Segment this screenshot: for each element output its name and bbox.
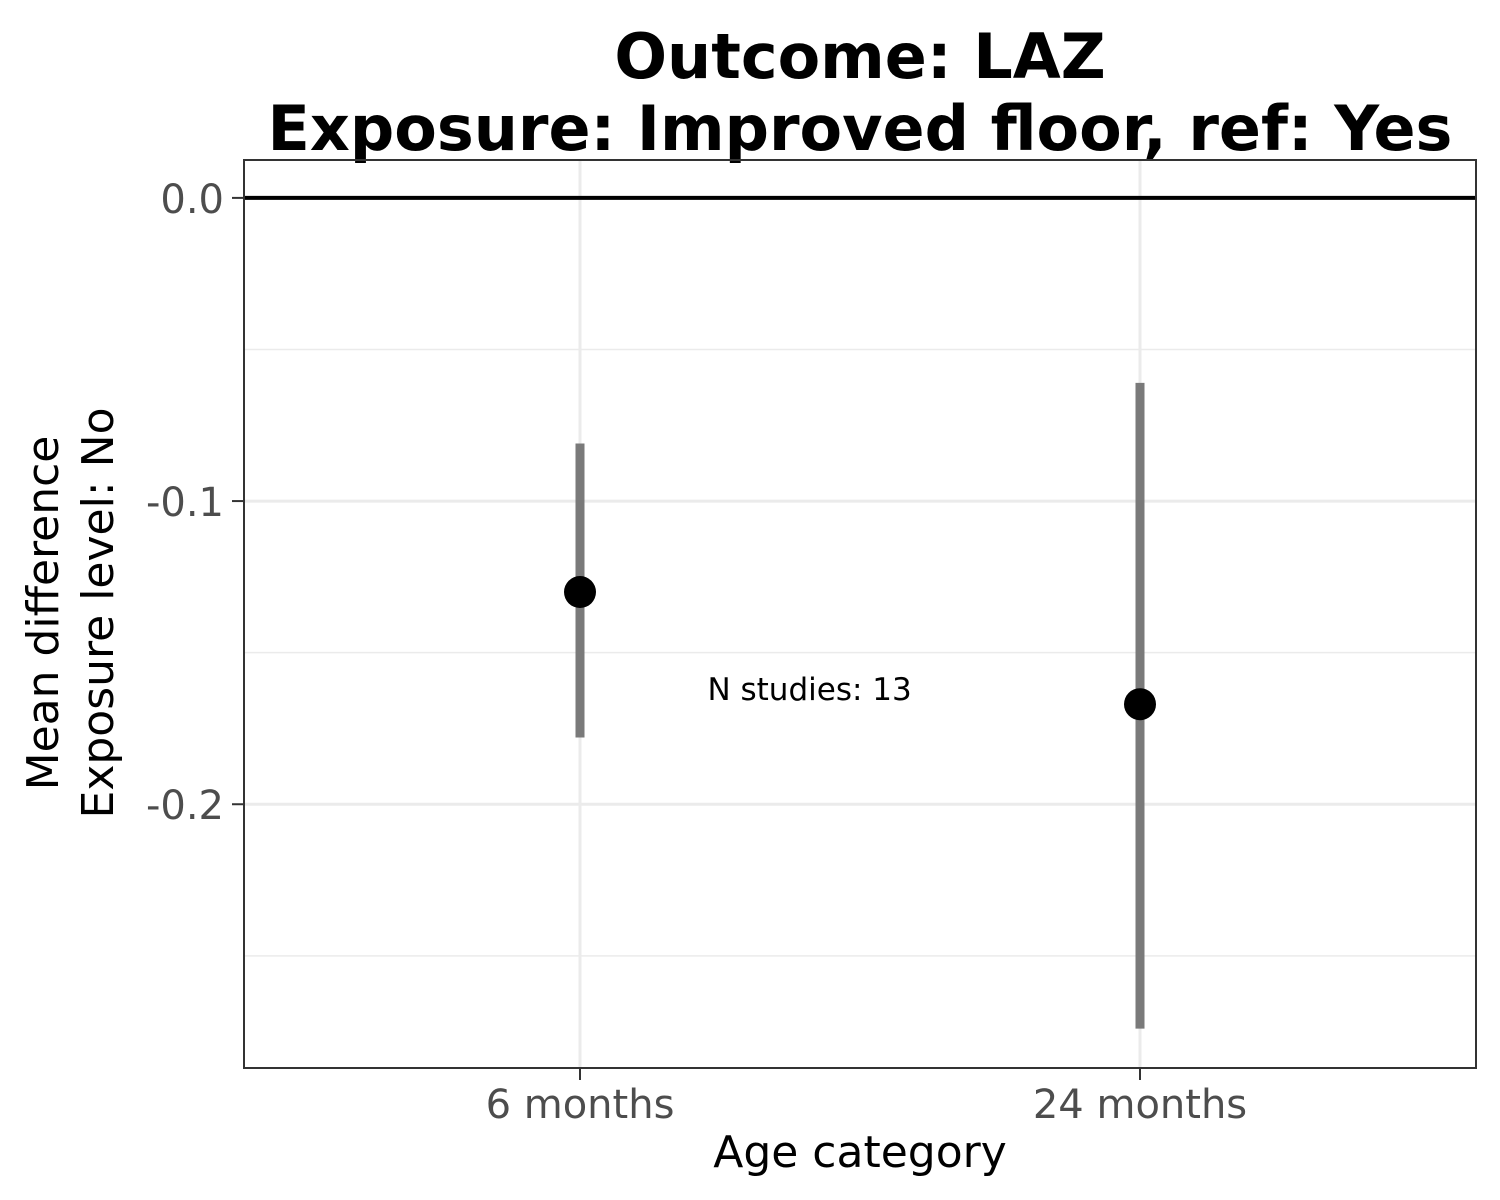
y-axis: 0.0 -0.1 -0.2 [146,177,244,829]
panel-border [243,159,1477,1069]
grid-lines [244,160,1476,1068]
x-axis: 6 months 24 months [486,1068,1247,1128]
point-estimate-2 [1124,688,1156,721]
chart-title-line-1: Outcome: LAZ [614,20,1105,93]
n-studies-annotation: N studies: 13 [707,672,911,708]
x-tick-label: 6 months [486,1082,675,1128]
y-tick-label: -0.1 [146,480,224,526]
y-axis-title-line-2: Exposure level: No [73,408,124,819]
data-points [564,576,1156,721]
x-tick-label: 24 months [1033,1082,1247,1128]
y-tick-label: -0.2 [146,783,224,829]
point-estimate-1 [564,576,596,609]
x-axis-title: Age category [713,1127,1007,1178]
chart-title-line-2: Exposure: Improved floor, ref: Yes [268,92,1453,165]
y-axis-title-line-1: Mean difference [18,436,69,791]
y-tick-label: 0.0 [160,177,224,223]
